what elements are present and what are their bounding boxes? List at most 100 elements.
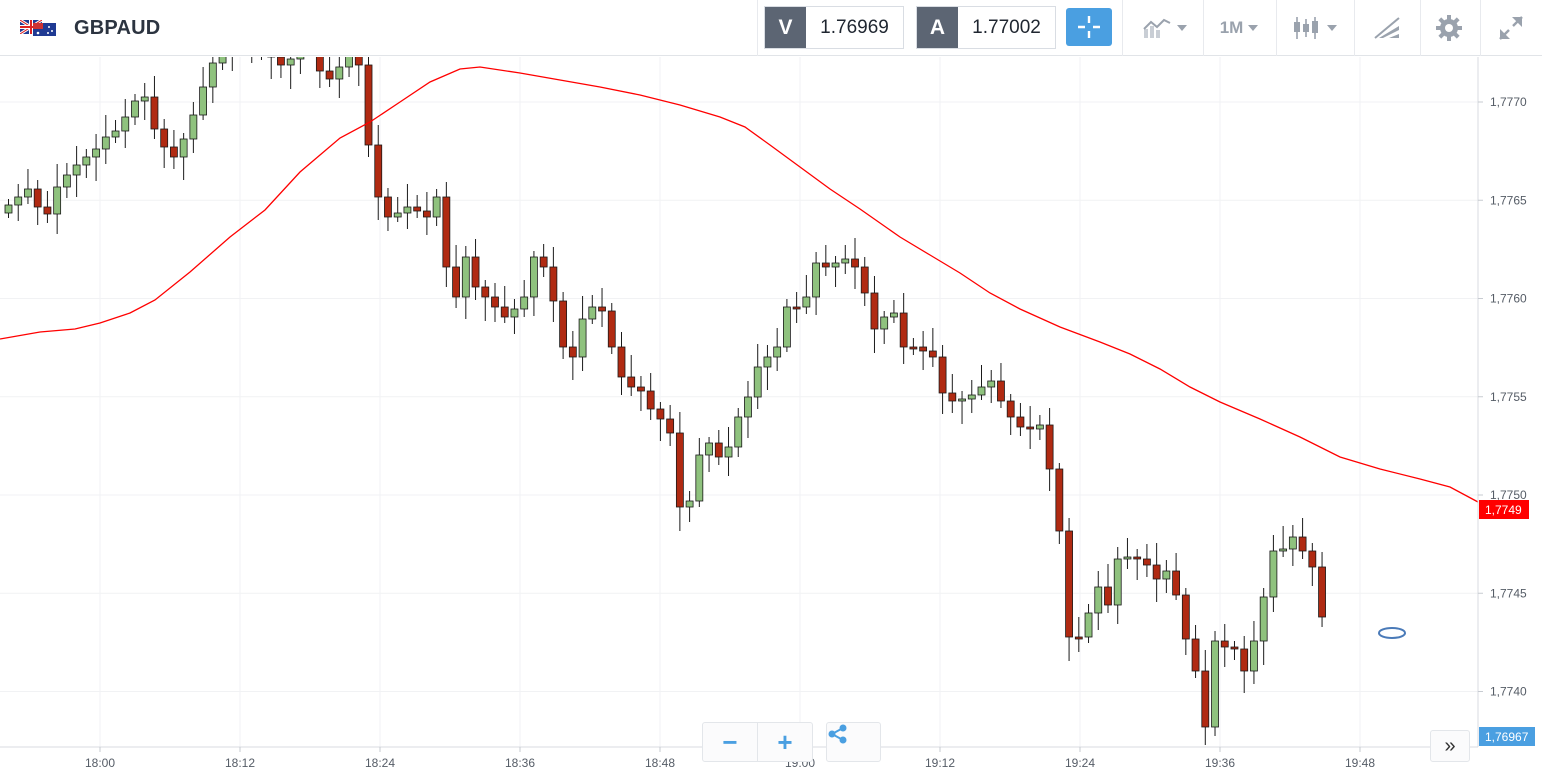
candle: [1094, 571, 1103, 630]
crosshair-icon: [1078, 16, 1100, 38]
candle: [1211, 631, 1219, 736]
candle: [101, 115, 110, 164]
candle-body: [1123, 556, 1132, 560]
toolbar-divider: [1354, 0, 1355, 56]
candle-body: [977, 386, 986, 396]
ma-price-label-bg: [1479, 500, 1529, 519]
candle-body: [1104, 586, 1112, 606]
candle-body: [413, 206, 422, 212]
candle-body: [1006, 400, 1015, 418]
zoom-in-button[interactable]: +: [777, 726, 793, 757]
candle-body: [1259, 596, 1268, 642]
ask-quote-button[interactable]: A 1.77002: [916, 6, 1056, 49]
timeframe-label: 1M: [1219, 18, 1244, 37]
candle: [646, 373, 655, 420]
share-button[interactable]: [826, 722, 881, 762]
candlestick-chart[interactable]: 1,7770 1,7765 1,7760 1,7755 1,7750 1,7745 1,77…: [0, 57, 1542, 781]
candle: [539, 244, 548, 277]
candle-body: [598, 306, 606, 312]
settings-button[interactable]: [1428, 8, 1470, 48]
bid-quote-button[interactable]: V 1.76969: [764, 6, 904, 49]
candle: [1191, 625, 1200, 678]
candle-body: [53, 186, 62, 215]
candle: [111, 120, 120, 143]
candle: [1074, 617, 1083, 652]
price-axis-label: 1,7755: [1490, 390, 1527, 404]
candle-body: [919, 346, 928, 352]
candle-body: [92, 148, 100, 158]
candle: [354, 57, 363, 86]
candle-body: [170, 146, 178, 158]
candle-body: [666, 418, 675, 434]
candle: [559, 292, 568, 359]
candle-body: [150, 96, 159, 130]
candle-body: [189, 114, 198, 140]
chart-type-button[interactable]: [1134, 8, 1194, 48]
candle: [491, 283, 499, 322]
candle-body: [500, 306, 509, 318]
time-axis-label: 18:24: [365, 756, 395, 770]
candle: [4, 199, 13, 218]
candle-body: [928, 350, 937, 358]
candle: [1123, 538, 1132, 569]
candle: [345, 57, 353, 77]
zoom-out-button[interactable]: −: [722, 726, 738, 757]
fullscreen-button[interactable]: [1490, 8, 1532, 48]
price-chart[interactable]: 1,7770 1,7765 1,7760 1,7755 1,7750 1,7745 1,77…: [0, 57, 1542, 781]
toolbar-divider: [1276, 0, 1277, 56]
candle-body: [277, 57, 285, 66]
symbol-selector[interactable]: GBPAUD: [20, 14, 160, 42]
candle: [1269, 535, 1278, 612]
candle-body: [831, 262, 840, 268]
candle-body: [510, 308, 519, 318]
candle: [43, 191, 52, 223]
candle-body: [1035, 424, 1044, 430]
candle-body: [1269, 550, 1278, 598]
candle: [189, 102, 198, 153]
candle: [442, 182, 451, 287]
symbol-name: GBPAUD: [74, 16, 161, 39]
candle-style-button[interactable]: [1284, 8, 1344, 48]
candle-body: [967, 394, 976, 400]
chevron-down-icon: [1248, 25, 1259, 31]
candle: [977, 365, 986, 400]
candle: [1055, 463, 1064, 544]
gear-icon: [1436, 15, 1462, 41]
candle: [471, 239, 480, 300]
candle-body: [987, 380, 996, 388]
candle: [1084, 604, 1093, 643]
currency-pair-flag-icon: [20, 20, 56, 36]
candle: [967, 380, 976, 413]
scroll-to-latest-button[interactable]: »: [1430, 730, 1470, 762]
candle-body: [1181, 594, 1190, 640]
candle: [33, 180, 42, 225]
candle-body: [568, 346, 577, 358]
candle: [520, 280, 529, 317]
candle-body: [578, 318, 587, 358]
toolbar-divider: [1420, 0, 1421, 56]
candle-body: [802, 296, 811, 308]
chart-type-icon: [1142, 18, 1170, 38]
candle: [403, 184, 412, 229]
candle-body: [841, 258, 850, 264]
candle: [325, 57, 334, 87]
crosshair-button[interactable]: [1066, 8, 1112, 46]
cursor-marker-icon: [1378, 627, 1406, 639]
candle-body: [393, 212, 402, 218]
drawing-tools-button[interactable]: [1364, 8, 1410, 48]
share-icon: [828, 724, 847, 744]
candle-body: [461, 256, 470, 298]
candle: [481, 280, 490, 321]
candle: [734, 408, 743, 457]
candle-body: [4, 204, 13, 214]
candle: [82, 149, 91, 178]
price-axis-label: 1,7745: [1490, 586, 1527, 600]
candle: [335, 57, 344, 98]
candle-body: [422, 210, 431, 218]
timeframe-selector[interactable]: 1M: [1210, 8, 1268, 48]
candle: [432, 189, 441, 226]
candle: [1016, 403, 1025, 436]
candle-body: [559, 300, 568, 348]
candle: [997, 363, 1005, 408]
price-axis-label: 1,7765: [1490, 193, 1527, 207]
